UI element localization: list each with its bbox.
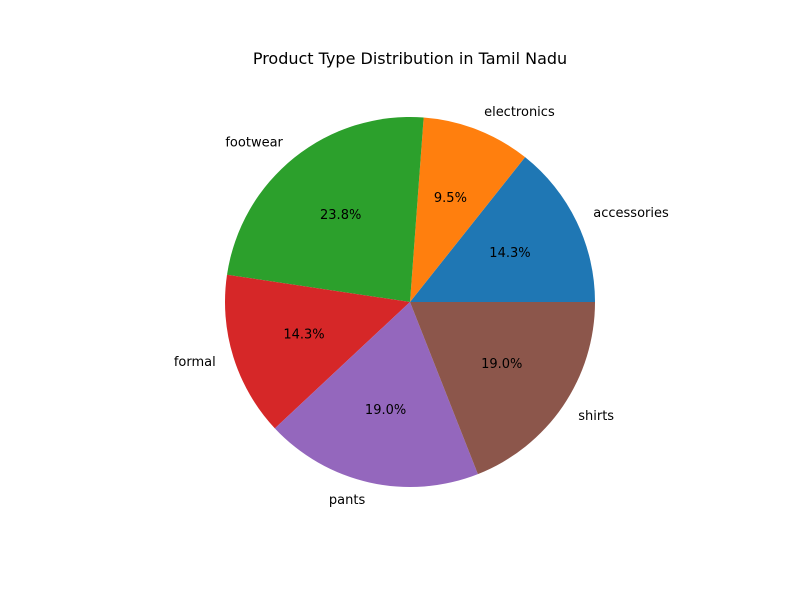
pie-slice-shirts bbox=[410, 302, 595, 475]
slice-percent-accessories: 14.3% bbox=[489, 246, 530, 261]
pie-slice-pants bbox=[274, 302, 478, 487]
chart-title: Product Type Distribution in Tamil Nadu bbox=[253, 49, 567, 68]
slice-label-pants: pants bbox=[329, 493, 366, 508]
pie-slice-footwear bbox=[227, 117, 424, 302]
slice-label-electronics: electronics bbox=[484, 105, 555, 120]
slice-label-footwear: footwear bbox=[225, 136, 283, 151]
slice-percent-shirts: 19.0% bbox=[481, 357, 522, 372]
slice-percent-footwear: 23.8% bbox=[320, 208, 361, 223]
pie-slices bbox=[224, 117, 595, 487]
slice-percent-pants: 19.0% bbox=[365, 403, 406, 418]
slice-label-formal: formal bbox=[174, 355, 216, 370]
slice-percent-electronics: 9.5% bbox=[434, 191, 467, 206]
slice-label-accessories: accessories bbox=[593, 206, 669, 221]
slice-label-shirts: shirts bbox=[578, 409, 614, 424]
pie-slice-formal bbox=[224, 274, 410, 429]
slice-percent-formal: 14.3% bbox=[283, 328, 324, 343]
pie-slice-electronics bbox=[410, 117, 526, 303]
pie-slice-accessories bbox=[410, 157, 595, 302]
pie-labels: accessories 14.3% electronics 9.5% footwear 2… bbox=[174, 105, 669, 508]
